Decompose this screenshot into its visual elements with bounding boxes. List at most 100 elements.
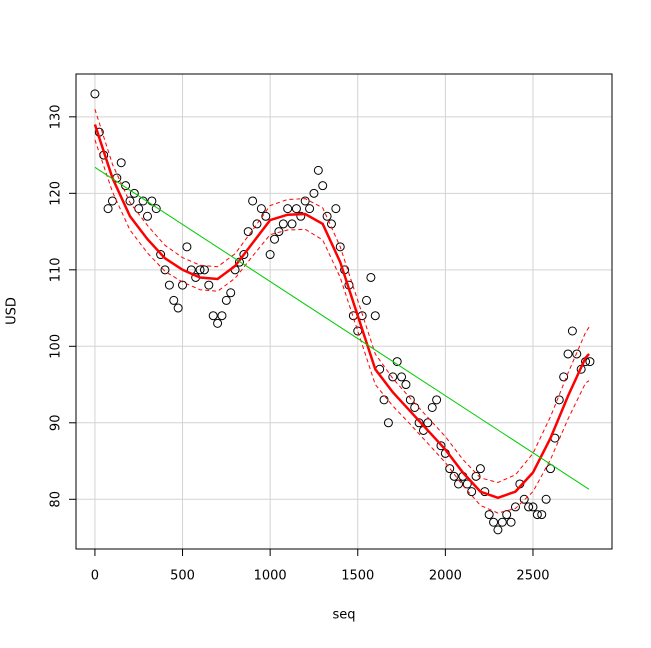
data-point (283, 204, 293, 214)
data-point (322, 211, 332, 221)
data-point (383, 418, 393, 428)
data-point (410, 402, 420, 412)
data-point (300, 196, 310, 206)
confidence-band (94, 139, 590, 514)
data-point (116, 158, 126, 168)
data-point (309, 188, 319, 198)
trend-line (94, 166, 590, 490)
data-point (370, 311, 380, 321)
data-point (261, 211, 271, 221)
data-point (401, 380, 411, 390)
data-point (151, 204, 161, 214)
x-tick-label: 1500 (341, 569, 374, 584)
data-point (134, 204, 144, 214)
data-point (497, 517, 507, 527)
data-point (537, 510, 547, 520)
data-point (554, 395, 564, 405)
data-point (471, 471, 481, 481)
data-point (462, 479, 472, 489)
data-point (454, 479, 464, 489)
data-point (506, 517, 516, 527)
plot-frame (75, 73, 613, 550)
data-point (567, 326, 577, 336)
data-point (519, 494, 529, 504)
data-point (510, 502, 520, 512)
data-point (208, 311, 218, 321)
data-point (423, 418, 433, 428)
confidence-band (94, 109, 590, 483)
data-point (493, 525, 503, 535)
data-point (265, 250, 275, 260)
data-point (313, 165, 323, 175)
y-tick-label: 110 (49, 257, 64, 282)
x-tick-label: 1000 (254, 569, 287, 584)
data-point (256, 204, 266, 214)
data-point (432, 395, 442, 405)
x-tick-label: 500 (170, 569, 195, 584)
data-point (559, 372, 569, 382)
data-point (147, 196, 157, 206)
data-point (405, 395, 415, 405)
data-point (379, 395, 389, 405)
data-point (195, 265, 205, 275)
data-point (436, 441, 446, 451)
data-point (524, 502, 534, 512)
data-point (335, 242, 345, 252)
data-point (199, 265, 209, 275)
data-point (366, 272, 376, 282)
fit-line (93, 124, 590, 500)
x-axis-label: seq (332, 608, 355, 623)
data-point (248, 196, 258, 206)
data-point (502, 510, 512, 520)
data-point (305, 204, 315, 214)
data-point (173, 303, 183, 313)
data-point (287, 219, 297, 229)
data-point (243, 227, 253, 237)
x-tick-label: 2000 (429, 569, 462, 584)
data-point (475, 464, 485, 474)
data-point (532, 510, 542, 520)
data-point (169, 295, 179, 305)
data-point (226, 288, 236, 298)
data-point (160, 265, 170, 275)
data-point (585, 357, 595, 367)
y-tick-label: 130 (49, 104, 64, 129)
data-point (427, 402, 437, 412)
data-point (129, 188, 139, 198)
data-point (125, 196, 135, 206)
data-point (445, 464, 455, 474)
data-point (563, 349, 573, 359)
data-point (234, 257, 244, 267)
data-point (156, 250, 166, 260)
data-point (103, 204, 113, 214)
data-point (278, 219, 288, 229)
data-point (296, 211, 306, 221)
data-point (397, 372, 407, 382)
data-point (291, 204, 301, 214)
x-tick-label: 2500 (516, 569, 549, 584)
data-point (274, 227, 284, 237)
data-point (239, 250, 249, 260)
data-point (121, 181, 131, 191)
y-tick-label: 90 (49, 415, 64, 432)
data-point (107, 196, 117, 206)
data-point (414, 418, 424, 428)
data-point (484, 510, 494, 520)
data-point (331, 204, 341, 214)
data-point (528, 502, 538, 512)
data-point (449, 471, 459, 481)
data-point (182, 242, 192, 252)
data-point (178, 280, 188, 290)
data-point (270, 234, 280, 244)
y-axis-label: USD (5, 297, 20, 325)
data-point (362, 295, 372, 305)
data-point (318, 181, 328, 191)
data-point (90, 89, 100, 99)
y-tick-label: 120 (49, 181, 64, 206)
y-tick-label: 100 (49, 334, 64, 359)
data-point (572, 349, 582, 359)
data-point (252, 219, 262, 229)
data-point (213, 318, 223, 328)
